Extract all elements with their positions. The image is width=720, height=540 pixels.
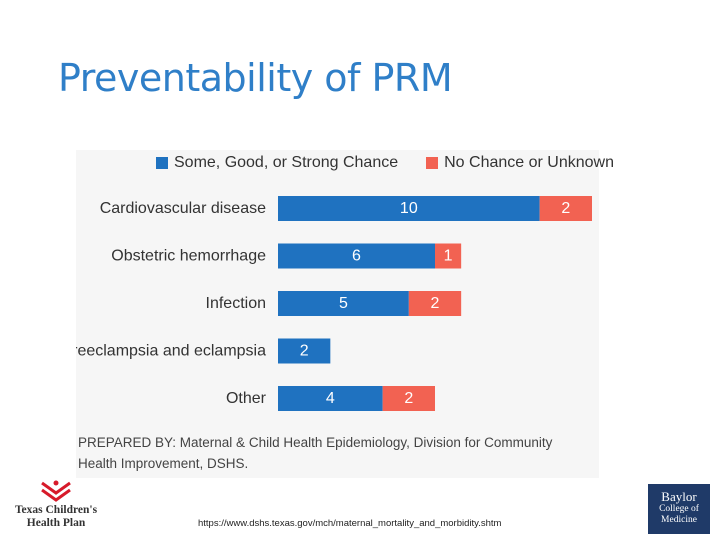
legend-item-some-chance: Some, Good, or Strong Chance	[156, 154, 398, 172]
data-label-infection-series-0: 5	[339, 295, 348, 312]
legend-label-no-chance: No Chance or Unknown	[444, 154, 614, 171]
bcm-logo-line1: Baylor	[661, 489, 697, 504]
chart-caption: PREPARED BY: Maternal & Child Health Epi…	[78, 435, 553, 471]
bar-cardiovascular-disease-series-0	[278, 196, 540, 221]
bar-infection-series-1	[408, 291, 462, 316]
slide-title: Preventability of PRM	[58, 56, 453, 100]
legend-swatch-no-chance	[426, 157, 439, 169]
legend-swatch-some-chance	[156, 157, 168, 169]
bar-other-series-0	[278, 386, 383, 411]
legend-item-no-chance: No Chance or Unknown	[426, 154, 614, 172]
bar-cardiovascular-disease-series-1	[539, 196, 592, 221]
category-label-other: Other	[226, 390, 267, 407]
data-label-preeclampsia-and-eclampsia-series-0: 2	[300, 343, 309, 360]
bar-infection-series-0	[278, 291, 409, 316]
data-label-other-series-1: 2	[404, 390, 413, 407]
chevron-mark-icon	[41, 480, 71, 502]
chart-panel: Some, Good, or Strong Chance No Chance o…	[76, 150, 614, 478]
category-label-preeclampsia-and-eclampsia: Preeclampsia and eclampsia	[76, 343, 266, 360]
bar-preeclampsia-and-eclampsia-series-0	[278, 338, 331, 364]
stacked-bar-chart: Cardiovascular disease 10 2 Obstetric hemor…	[76, 196, 592, 411]
category-label-infection: Infection	[206, 295, 266, 312]
category-label-cardiovascular-disease: Cardiovascular disease	[100, 200, 266, 217]
bar-obstetric-hemorrhage-series-1	[435, 243, 462, 269]
category-label-obstetric-hemorrhage: Obstetric hemorrhage	[111, 248, 266, 265]
tch-logo-line2: Health Plan	[26, 517, 86, 529]
texas-childrens-health-plan-logo: Texas Children's Health Plan	[6, 478, 106, 534]
chart-legend: Some, Good, or Strong Chance No Chance o…	[156, 152, 642, 174]
source-url[interactable]: https://www.dshs.texas.gov/mch/maternal_…	[198, 518, 502, 529]
data-label-infection-series-1: 2	[431, 295, 440, 312]
bar-obstetric-hemorrhage-series-0	[278, 243, 435, 269]
data-label-obstetric-hemorrhage-series-0: 6	[352, 248, 361, 265]
bar-other-series-1	[382, 386, 435, 411]
data-label-cardiovascular-disease-series-0: 10	[400, 200, 418, 217]
data-label-cardiovascular-disease-series-1: 2	[561, 200, 570, 217]
data-label-obstetric-hemorrhage-series-1: 1	[444, 248, 453, 265]
legend-label-some-chance: Some, Good, or Strong Chance	[174, 154, 399, 171]
tch-logo-line1: Texas Children's	[14, 504, 98, 516]
bcm-logo-line3: Medicine	[661, 515, 697, 525]
data-label-other-series-0: 4	[326, 390, 335, 407]
bcm-logo-line2: College of	[659, 504, 699, 514]
baylor-college-of-medicine-logo: Baylor College of Medicine	[648, 484, 710, 534]
